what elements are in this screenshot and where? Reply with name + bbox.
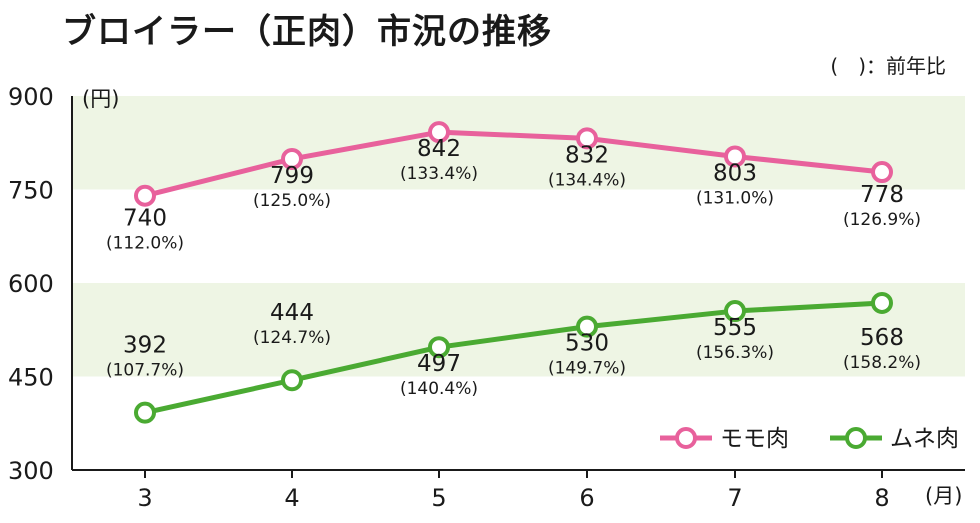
data-point [724, 300, 746, 323]
yoy-label: (126.9%) [843, 210, 921, 230]
x-tick-label: 3 [137, 484, 152, 512]
data-label: 555 [713, 315, 757, 341]
data-point [871, 291, 893, 314]
series-line-0 [144, 129, 883, 199]
data-point [281, 369, 303, 392]
data-label: 530 [565, 331, 609, 357]
data-point [871, 161, 893, 184]
x-axis-label: (月) [925, 484, 962, 508]
yoy-label: (158.2%) [843, 353, 921, 373]
yoy-label: (112.0%) [106, 234, 184, 254]
yoy-label: (133.4%) [400, 164, 478, 184]
grid-band-0 [72, 96, 965, 190]
data-label: 444 [270, 300, 314, 326]
data-point [134, 184, 156, 207]
y-tick-label: 900 [8, 83, 54, 111]
x-tick-label: 4 [284, 484, 299, 512]
data-label: 842 [417, 136, 461, 162]
y-axis-label: (円) [82, 87, 119, 111]
y-tick-label: 600 [8, 270, 54, 298]
data-label: 392 [123, 333, 167, 359]
data-label: 740 [123, 206, 167, 232]
yoy-note: ( )：前年比 [830, 54, 946, 78]
series-line-1 [144, 300, 883, 416]
data-label: 832 [565, 142, 609, 168]
data-point [724, 145, 746, 168]
yoy-label: (156.3%) [696, 343, 774, 363]
x-tick-label: 7 [727, 484, 742, 512]
yoy-label: (140.4%) [400, 379, 478, 399]
legend-label: モモ肉 [720, 426, 789, 452]
data-point [428, 121, 450, 144]
data-point [134, 401, 156, 424]
data-point [576, 127, 598, 150]
y-tick-label: 300 [8, 457, 54, 485]
data-point [281, 147, 303, 170]
legend-label: ムネ肉 [890, 426, 959, 452]
grid-band-1 [72, 283, 965, 377]
data-label: 803 [713, 160, 757, 186]
y-tick-label: 750 [8, 177, 54, 205]
data-label: 778 [860, 182, 904, 208]
yoy-label: (149.7%) [548, 359, 626, 379]
data-label: 568 [860, 325, 904, 351]
data-point [576, 315, 598, 338]
data-label: 497 [417, 351, 461, 377]
y-tick-label: 450 [8, 364, 54, 392]
chart-title: ブロイラー（正肉）市況の推移 [62, 12, 552, 52]
yoy-label: (125.0%) [253, 191, 331, 211]
yoy-label: (134.4%) [548, 170, 626, 190]
legend-marker-0 [675, 427, 697, 449]
x-tick-label: 6 [579, 484, 594, 512]
x-tick-label: 8 [874, 484, 889, 512]
x-tick-label: 5 [431, 484, 446, 512]
data-point [428, 336, 450, 359]
yoy-label: (131.0%) [696, 188, 774, 208]
data-label: 799 [270, 163, 314, 189]
yoy-label: (124.7%) [253, 328, 331, 348]
yoy-label: (107.7%) [106, 361, 184, 381]
legend-marker-1 [845, 427, 867, 449]
